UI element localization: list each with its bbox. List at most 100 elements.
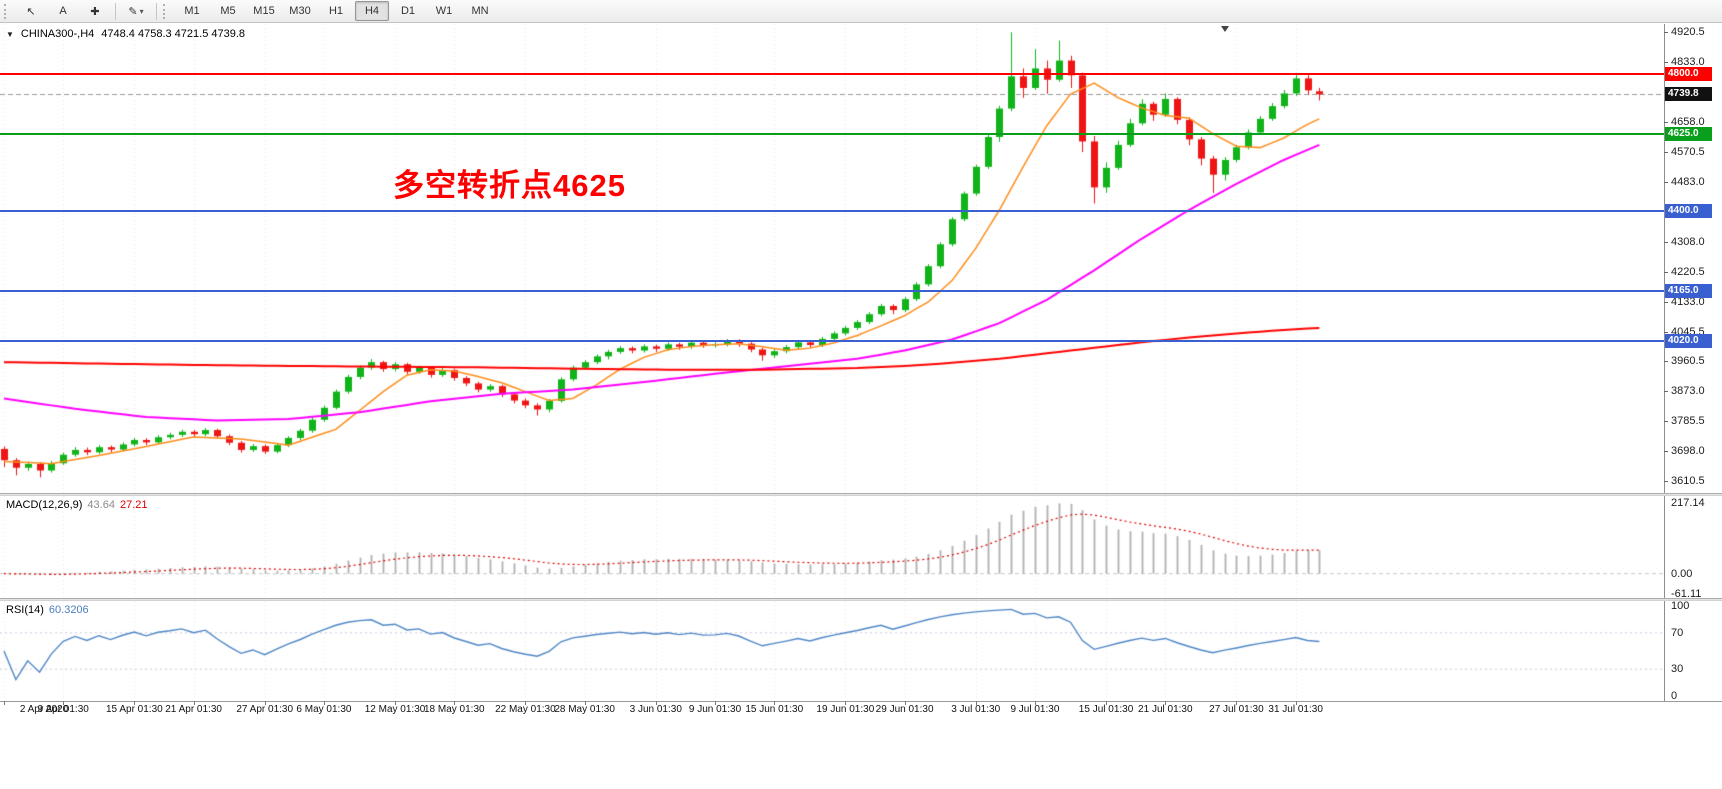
toolbar-grip[interactable] [4, 3, 11, 19]
price-tick-label: 4308.0 [1671, 236, 1705, 249]
time-tick-label: 3 Jun 01:30 [629, 704, 682, 715]
chart-dropdown-icon[interactable]: ▼ [6, 29, 14, 39]
pencil-icon: ✎ [128, 5, 138, 18]
time-axis[interactable] [0, 701, 1722, 722]
time-tick-label: 15 Apr 01:30 [105, 704, 163, 715]
cursor-button[interactable]: ↖ [26, 5, 36, 18]
price-tag-4625.0: 4625.0 [1665, 126, 1712, 141]
price-tick-label: 4833.0 [1671, 56, 1705, 69]
timeframe-button-m15[interactable]: M15 [253, 5, 275, 17]
time-tick-label: 27 Jul 01:30 [1209, 704, 1264, 715]
time-tick-mark [1035, 701, 1036, 705]
macd-axis-label: 217.14 [1671, 497, 1705, 510]
price-tick-label: 3610.5 [1671, 475, 1705, 488]
time-tick-label: 15 Jul 01:30 [1078, 704, 1134, 715]
macd-axis-label: 0.00 [1671, 567, 1693, 580]
rsi-indicator-label: RSI(14) 60.3206 [6, 604, 89, 616]
time-tick-label: 9 Jul 01:30 [1010, 704, 1060, 715]
price-tick-label: 4220.5 [1671, 266, 1705, 279]
price-tick-label: 4920.5 [1671, 26, 1705, 39]
time-tick-label: 3 Jul 01:30 [951, 704, 1001, 715]
price-tick-mark [1664, 451, 1668, 453]
text-label-button[interactable]: A [59, 5, 67, 17]
price-tag-4739.8: 4739.8 [1665, 87, 1712, 102]
time-tick-label: 31 Jul 01:30 [1268, 704, 1323, 715]
rsi-axis-label: 30 [1671, 663, 1684, 676]
time-tick-mark [194, 701, 195, 705]
time-tick-mark [4, 701, 5, 705]
macd-axis-label: -61.11 [1671, 587, 1702, 600]
timeframe-group: M1 M5 M15 M30 H1 H4 D1 W1 MN [174, 1, 498, 21]
time-tick-mark [265, 701, 266, 705]
crosshair-button[interactable]: ✚ [90, 5, 100, 18]
toolbar: ↖ A ✚ ✎ ▾ M1 M5 M15 M30 H1 H4 D1 W1 MN [0, 0, 1722, 23]
timeframe-button-h4[interactable]: H4 [355, 1, 389, 21]
price-tick-label: 3873.0 [1671, 385, 1705, 398]
price-tick-mark [1664, 152, 1668, 154]
price-level-line-4400[interactable] [0, 209, 1664, 212]
price-tick-label: 3698.0 [1671, 445, 1705, 458]
rsi-axis-label: 70 [1671, 626, 1684, 639]
price-tag-4400.0: 4400.0 [1665, 203, 1712, 218]
symbol-label: ▼ CHINA300-,H4 4748.4 4758.3 4721.5 4739… [6, 28, 245, 40]
timeframe-button-m1[interactable]: M1 [184, 5, 200, 17]
timeframe-button-m5[interactable]: M5 [220, 5, 236, 17]
price-tick-mark [1664, 302, 1668, 304]
toolbar-grip[interactable] [163, 3, 170, 19]
rsi-axis-label: 0 [1671, 690, 1678, 703]
time-tick-label: 19 Jun 01:30 [816, 704, 875, 715]
time-tick-mark [395, 701, 396, 705]
panel-splitter-macd[interactable] [0, 493, 1722, 496]
toolbar-divider [156, 2, 157, 20]
time-tick-label: 22 May 01:30 [495, 704, 556, 715]
price-tag-4020.0: 4020.0 [1665, 333, 1712, 348]
time-tick-mark [134, 701, 135, 705]
time-tick-mark [324, 701, 325, 705]
price-tick-label: 3785.5 [1671, 415, 1705, 428]
time-tick-mark [656, 701, 657, 705]
time-tick-label: 18 May 01:30 [423, 704, 485, 715]
time-tick-label: 21 Jul 01:30 [1138, 704, 1193, 715]
timeframe-button-mn[interactable]: MN [471, 5, 489, 17]
time-tick-mark [63, 701, 64, 705]
price-tick-label: 4570.5 [1671, 146, 1705, 159]
price-tag-4800.0: 4800.0 [1665, 66, 1712, 81]
panel-splitter-rsi[interactable] [0, 598, 1722, 601]
ohlc-readout: 4748.4 4758.3 4721.5 4739.8 [101, 28, 246, 40]
price-level-line-4165[interactable] [0, 290, 1664, 293]
price-tick-mark [1664, 421, 1668, 423]
price-tick-mark [1664, 62, 1668, 64]
price-tick-label: 4483.0 [1671, 176, 1705, 189]
chevron-down-icon: ▾ [139, 6, 144, 16]
timeframe-button-h1[interactable]: H1 [328, 5, 344, 17]
time-tick-mark [1236, 701, 1237, 705]
price-tick-mark [1664, 242, 1668, 244]
timeframe-button-d1[interactable]: D1 [400, 5, 416, 17]
time-tick-mark [905, 701, 906, 705]
time-tick-mark [1296, 701, 1297, 705]
timeframe-button-w1[interactable]: W1 [435, 5, 453, 17]
rsi-axis-label: 100 [1671, 599, 1690, 612]
timeframe-button-m30[interactable]: M30 [289, 5, 311, 17]
price-tick-label: 4133.0 [1671, 296, 1705, 309]
time-tick-mark [525, 701, 526, 705]
time-tick-label: 12 May 01:30 [364, 704, 426, 715]
time-tick-mark [1106, 701, 1107, 705]
macd-indicator-label: MACD(12,26,9) 43.64 27.21 [6, 499, 148, 511]
price-tick-mark [1664, 122, 1668, 124]
price-tick-mark [1664, 481, 1668, 483]
price-level-line-4800[interactable] [0, 72, 1664, 75]
draw-tools-button[interactable]: ✎ ▾ [121, 1, 151, 21]
time-tick-mark [1165, 701, 1166, 705]
price-level-line-4625[interactable] [0, 132, 1664, 135]
time-tick-mark [774, 701, 775, 705]
time-tick-mark [585, 701, 586, 705]
price-level-line-4020[interactable] [0, 339, 1664, 342]
chart-annotation-text[interactable]: 多空转折点4625 [393, 168, 626, 203]
time-tick-label: 27 Apr 01:30 [236, 704, 294, 715]
tool-group: ↖ A ✚ [15, 1, 111, 21]
chart-shift-marker-icon[interactable] [1221, 26, 1229, 32]
time-tick-label: 9 Jun 01:30 [688, 704, 742, 715]
